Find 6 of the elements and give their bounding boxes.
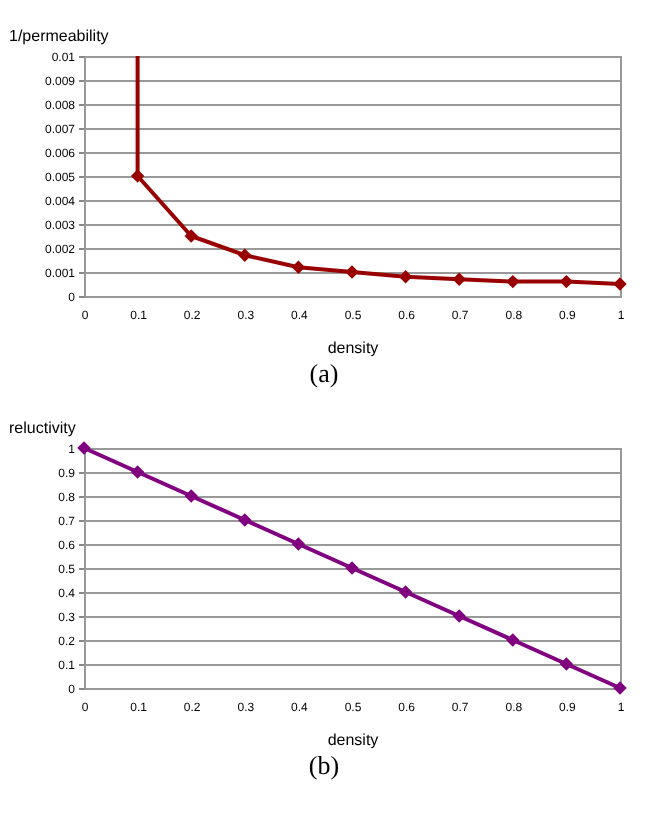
x-axis-title: density (327, 731, 379, 749)
y-axis-title: reluctivity (9, 419, 76, 437)
y-axis-title: 1/permeability (9, 27, 109, 45)
text: (a) (307, 356, 341, 392)
text: (b) (306, 748, 342, 784)
x-axis-title: density (327, 339, 379, 357)
